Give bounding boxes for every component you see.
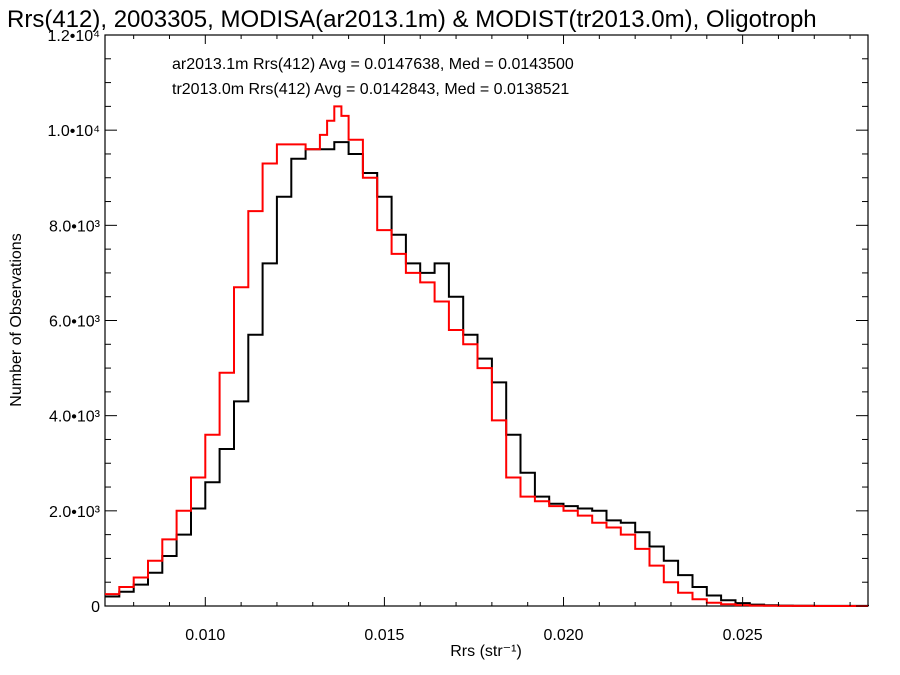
x-tick-label: 0.025 — [723, 627, 763, 644]
series-layer — [105, 105, 869, 607]
y-tick-label: 0 — [91, 599, 100, 616]
x-tick-label: 0.010 — [185, 627, 225, 644]
y-tick-label: 1.0•10⁴ — [47, 123, 100, 140]
y-tick-label: 4.0•10³ — [49, 409, 101, 426]
chart-title: Rrs(412), 2003305, MODISA(ar2013.1m) & M… — [7, 6, 817, 33]
y-tick-label: 6.0•10³ — [49, 314, 101, 331]
series-line-1 — [105, 105, 868, 607]
y-tick-label: 2.0•10³ — [49, 504, 101, 521]
y-axis: 0 2.0•10³ 4.0•10³ 6.0•10³ 8.0•10³ 1.0•10⁴ 1.2•… — [47, 28, 868, 616]
stats-annotation-black: ar2013.1m Rrs(412) Avg = 0.0147638, Med … — [172, 56, 574, 73]
y-axis-label: Number of Observations — [8, 233, 25, 406]
y-tick-label: 8.0•10³ — [49, 218, 101, 235]
series-line-0 — [105, 141, 869, 607]
stats-annotation-red: tr2013.0m Rrs(412) Avg = 0.0142843, Med … — [172, 81, 569, 98]
x-axis: 0.010 0.015 0.020 0.025 — [133, 35, 851, 644]
x-tick-label: 0.020 — [543, 627, 583, 644]
x-axis-label: Rrs (str⁻¹) — [450, 643, 522, 660]
plot-frame — [104, 34, 869, 607]
x-tick-label: 0.015 — [364, 627, 404, 644]
y-tick-label: 1.2•10⁴ — [47, 28, 100, 45]
